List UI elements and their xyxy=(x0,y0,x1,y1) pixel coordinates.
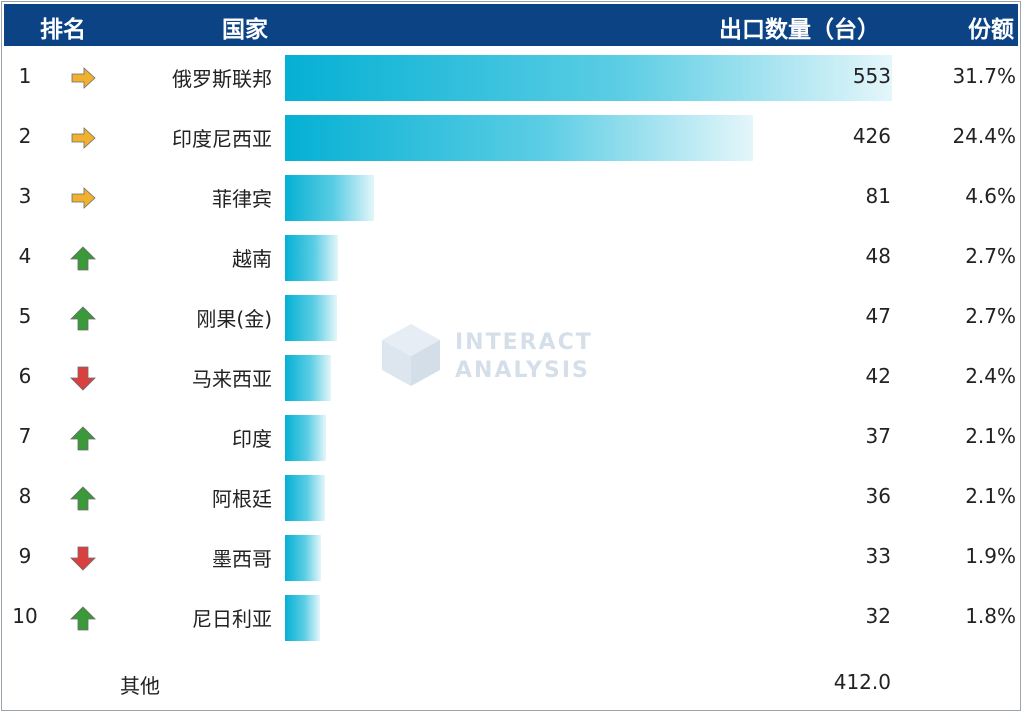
rank-label: 4 xyxy=(18,244,32,268)
share-label: 4.6% xyxy=(965,184,1016,208)
arrow-right-icon xyxy=(69,65,97,91)
rank-label: 5 xyxy=(18,304,32,328)
value-label: 48 xyxy=(865,244,891,268)
country-label: 阿根廷 xyxy=(212,487,272,511)
table-header: 排名 国家 出口数量（台） 份额 xyxy=(4,4,1018,46)
share-label: 24.4% xyxy=(952,124,1016,148)
data-bar xyxy=(285,55,892,101)
rank-label: 7 xyxy=(18,424,32,448)
share-label: 2.4% xyxy=(965,364,1016,388)
country-label: 俄罗斯联邦 xyxy=(172,67,272,91)
value-label: 32 xyxy=(865,604,891,628)
arrow-right-icon xyxy=(69,185,97,211)
share-label: 2.7% xyxy=(965,304,1016,328)
other-value: 412.0 xyxy=(833,670,891,694)
data-bar xyxy=(285,415,326,461)
country-label: 刚果(金) xyxy=(196,307,272,331)
watermark-logo: INTERACT ANALYSIS xyxy=(380,322,600,392)
country-label: 印度 xyxy=(232,427,272,451)
data-bar xyxy=(285,115,753,161)
chart-row: 3 菲律宾 81 4.6% xyxy=(0,168,1024,228)
header-exports: 出口数量（台） xyxy=(719,17,880,43)
value-label: 553 xyxy=(852,64,891,88)
data-bar xyxy=(285,535,321,581)
country-label: 越南 xyxy=(232,247,272,271)
watermark-line1: INTERACT xyxy=(455,330,593,355)
arrow-up-icon xyxy=(69,605,97,631)
chart-row: 9 墨西哥 33 1.9% xyxy=(0,528,1024,588)
share-label: 1.9% xyxy=(965,544,1016,568)
rank-label: 3 xyxy=(18,184,32,208)
other-label: 其他 xyxy=(120,674,160,698)
arrow-down-icon xyxy=(69,365,97,391)
share-label: 1.8% xyxy=(965,604,1016,628)
value-label: 47 xyxy=(865,304,891,328)
country-label: 马来西亚 xyxy=(192,367,272,391)
rank-label: 10 xyxy=(12,604,38,628)
chart-row: 7 印度 37 2.1% xyxy=(0,408,1024,468)
chart-row: 8 阿根廷 36 2.1% xyxy=(0,468,1024,528)
value-label: 42 xyxy=(865,364,891,388)
share-label: 2.7% xyxy=(965,244,1016,268)
rank-label: 6 xyxy=(18,364,32,388)
cube-logo-icon xyxy=(382,324,440,386)
country-label: 墨西哥 xyxy=(212,547,272,571)
share-label: 2.1% xyxy=(965,484,1016,508)
data-bar xyxy=(285,595,320,641)
country-label: 印度尼西亚 xyxy=(172,127,272,151)
country-label: 菲律宾 xyxy=(212,187,272,211)
chart-row: 4 越南 48 2.7% xyxy=(0,228,1024,288)
value-label: 33 xyxy=(865,544,891,568)
arrow-up-icon xyxy=(69,485,97,511)
arrow-down-icon xyxy=(69,545,97,571)
data-bar xyxy=(285,235,338,281)
value-label: 37 xyxy=(865,424,891,448)
chart-row: 2 印度尼西亚 426 24.4% xyxy=(0,108,1024,168)
header-country: 国家 xyxy=(222,17,268,43)
rank-label: 8 xyxy=(18,484,32,508)
arrow-up-icon xyxy=(69,305,97,331)
data-bar xyxy=(285,295,337,341)
data-bar xyxy=(285,475,325,521)
value-label: 426 xyxy=(852,124,891,148)
share-label: 31.7% xyxy=(952,64,1016,88)
rank-label: 2 xyxy=(18,124,32,148)
chart-row: 6 马来西亚 42 2.4% xyxy=(0,348,1024,408)
header-share: 份额 xyxy=(968,17,1014,43)
rank-label: 1 xyxy=(18,64,32,88)
share-label: 2.1% xyxy=(965,424,1016,448)
watermark-line2: ANALYSIS xyxy=(455,358,590,383)
arrow-up-icon xyxy=(69,425,97,451)
arrow-right-icon xyxy=(69,125,97,151)
data-bar xyxy=(285,355,331,401)
chart-row: 1 俄罗斯联邦 553 31.7% xyxy=(0,48,1024,108)
country-label: 尼日利亚 xyxy=(192,607,272,631)
header-rank: 排名 xyxy=(40,17,86,43)
data-bar xyxy=(285,175,374,221)
chart-row: 10 尼日利亚 32 1.8% xyxy=(0,588,1024,648)
value-label: 81 xyxy=(865,184,891,208)
rank-label: 9 xyxy=(18,544,32,568)
value-label: 36 xyxy=(865,484,891,508)
arrow-up-icon xyxy=(69,245,97,271)
chart-row: 5 刚果(金) 47 2.7% xyxy=(0,288,1024,348)
